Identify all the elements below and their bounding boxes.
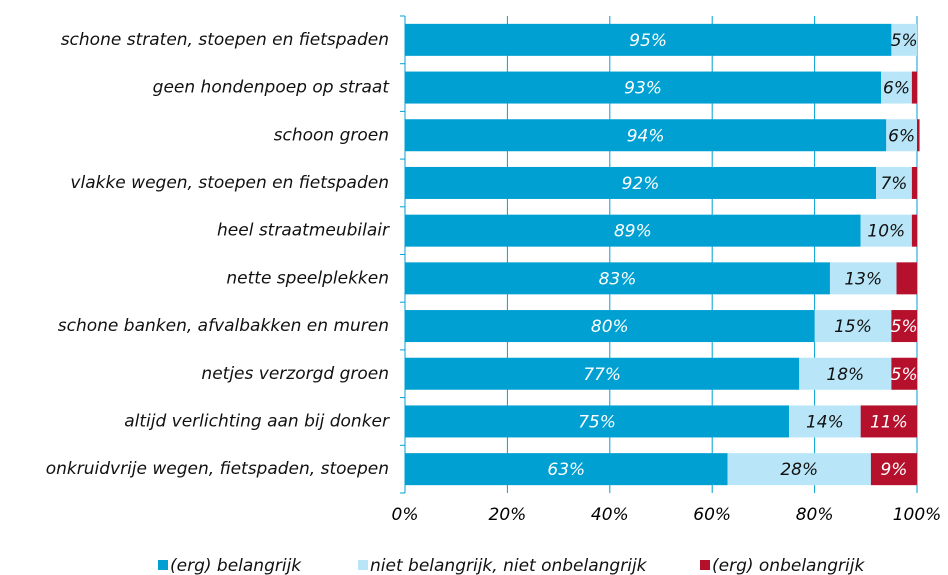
data-label: 94% xyxy=(627,126,665,146)
bar-segment xyxy=(405,310,815,343)
x-tick-label: 80% xyxy=(796,505,834,525)
bar-segment xyxy=(829,262,897,295)
bar-segment xyxy=(911,71,917,104)
bar-segment xyxy=(896,262,917,295)
bar-segment xyxy=(870,453,917,486)
data-label: 11% xyxy=(870,412,908,432)
bar-segment xyxy=(727,453,871,486)
legend-swatch xyxy=(700,560,710,570)
x-tick-label: 100% xyxy=(893,505,942,525)
data-label: 5% xyxy=(891,31,918,51)
data-label: 80% xyxy=(591,317,629,337)
data-label: 75% xyxy=(578,412,616,432)
data-label: 13% xyxy=(844,269,882,289)
y-tick-label: schoon groen xyxy=(274,125,389,145)
data-label: 63% xyxy=(547,460,585,480)
data-label: 92% xyxy=(622,174,660,194)
data-label: 7% xyxy=(880,174,907,194)
bar-segment xyxy=(886,119,917,152)
data-label: 14% xyxy=(806,412,844,432)
data-label: 10% xyxy=(867,222,905,242)
bar-segment xyxy=(876,166,912,199)
legend-label: (erg) belangrijk xyxy=(170,556,302,575)
bar-segment xyxy=(911,214,917,247)
data-label: 83% xyxy=(599,269,637,289)
x-tick-label: 20% xyxy=(489,505,527,525)
bar-segment xyxy=(405,214,861,247)
data-label: 95% xyxy=(629,31,667,51)
data-label: 5% xyxy=(891,317,918,337)
data-label: 77% xyxy=(583,365,621,385)
bar-segment xyxy=(405,453,728,486)
y-tick-label: nette speelplekken xyxy=(226,268,389,288)
bar-segment xyxy=(814,310,892,343)
y-tick-label: vlakke wegen, stoepen en fietspaden xyxy=(70,173,389,193)
legend-label: niet belangrijk, niet onbelangrijk xyxy=(370,556,648,575)
bar-segment xyxy=(405,119,887,152)
data-label: 18% xyxy=(826,365,864,385)
data-label: 5% xyxy=(891,365,918,385)
y-tick-label: netjes verzorgd groen xyxy=(201,364,389,384)
y-tick-label: geen hondenpoep op straat xyxy=(153,78,391,98)
bar-segment xyxy=(917,119,920,152)
x-tick-label: 40% xyxy=(591,505,629,525)
x-tick-label: 60% xyxy=(693,505,731,525)
y-tick-label: schone straten, stoepen en fietspaden xyxy=(61,30,389,50)
bar-segment xyxy=(799,357,892,390)
data-label: 15% xyxy=(834,317,872,337)
y-tick-label: altijd verlichting aan bij donker xyxy=(124,411,390,431)
bar-segment xyxy=(881,71,912,104)
bar-segment xyxy=(860,214,912,247)
y-tick-label: schone banken, afvalbakken en muren xyxy=(58,316,389,336)
bar-segment xyxy=(860,405,917,438)
bar-segment xyxy=(405,262,830,295)
data-label: 28% xyxy=(780,460,818,480)
bar-segment xyxy=(405,71,882,104)
x-tick-label: 0% xyxy=(392,505,419,525)
bar-segment xyxy=(789,405,861,438)
bar-segment xyxy=(405,405,789,438)
data-label: 93% xyxy=(624,79,662,99)
data-label: 6% xyxy=(883,79,910,99)
bar-segment xyxy=(405,23,892,56)
data-label: 89% xyxy=(614,222,652,242)
bar-segment xyxy=(891,23,917,56)
data-label: 6% xyxy=(888,126,915,146)
bar-segment xyxy=(405,166,877,199)
legend-label: (erg) onbelangrijk xyxy=(712,556,865,575)
bar-segment xyxy=(891,310,917,343)
data-label: 9% xyxy=(880,460,907,480)
y-tick-label: onkruidvrije wegen, fietspaden, stoepen xyxy=(46,459,389,479)
legend-swatch xyxy=(358,560,368,570)
bar-segment xyxy=(891,357,917,390)
y-tick-label: heel straatmeubilair xyxy=(217,221,390,241)
legend-swatch xyxy=(158,560,168,570)
bar-segment xyxy=(911,166,917,199)
bar-segment xyxy=(405,357,800,390)
